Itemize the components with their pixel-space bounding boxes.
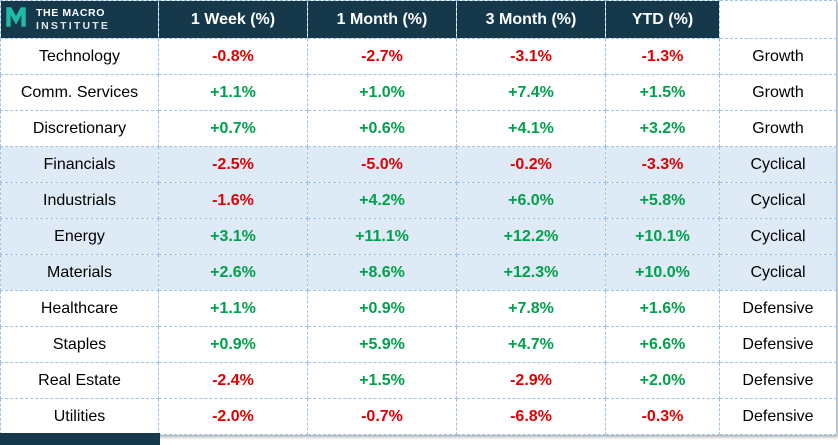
value-cell-1-month: -0.7%	[307, 398, 457, 435]
value-cell-1-month: +1.0%	[307, 74, 457, 111]
value-cell-3-month: -2.9%	[456, 362, 606, 399]
value-cell-1-month: +11.1%	[307, 218, 457, 255]
table-body: Technology -0.8% -2.7% -3.1% -1.3% Growth Comm…	[0, 38, 837, 435]
value-cell-ytd: +1.5%	[605, 74, 720, 111]
table-row: Comm. Services +1.1% +1.0% +7.4% +1.5% Growth	[0, 74, 837, 111]
sector-name: Comm. Services	[0, 74, 159, 111]
value-cell-1-week: -0.8%	[158, 38, 308, 75]
sector-name: Financials	[0, 146, 159, 183]
value-cell-1-week: +1.1%	[158, 74, 308, 111]
value-cell-ytd: +1.6%	[605, 290, 720, 327]
table-row: Discretionary +0.7% +0.6% +4.1% +3.2% Growth	[0, 110, 837, 147]
value-cell-3-month: +4.7%	[456, 326, 606, 363]
category-cell: Defensive	[719, 362, 837, 399]
value-cell-ytd: +6.6%	[605, 326, 720, 363]
header-row: THE MACRO INSTITUTE 1 Week (%) 1 Month (…	[0, 0, 837, 39]
category-cell: Defensive	[719, 326, 837, 363]
brand-name-line2: INSTITUTE	[36, 19, 111, 32]
value-cell-1-month: +5.9%	[307, 326, 457, 363]
brand-name: THE MACRO INSTITUTE	[36, 7, 110, 31]
table-row: Industrials -1.6% +4.2% +6.0% +5.8% Cyclical	[0, 182, 837, 219]
value-cell-1-week: +2.6%	[158, 254, 308, 291]
footer-brand-bar	[0, 433, 160, 445]
value-cell-3-month: +12.2%	[456, 218, 606, 255]
value-cell-1-week: -2.5%	[158, 146, 308, 183]
value-cell-1-month: +0.9%	[307, 290, 457, 327]
table-row: Energy +3.1% +11.1% +12.2% +10.1% Cyclical	[0, 218, 837, 255]
category-cell: Growth	[719, 110, 837, 147]
category-cell: Defensive	[719, 290, 837, 327]
value-cell-ytd: -0.3%	[605, 398, 720, 435]
value-cell-1-month: -5.0%	[307, 146, 457, 183]
value-cell-ytd: +3.2%	[605, 110, 720, 147]
value-cell-1-week: +0.9%	[158, 326, 308, 363]
column-header-ytd: YTD (%)	[605, 0, 720, 39]
value-cell-3-month: -0.2%	[456, 146, 606, 183]
value-cell-1-month: +0.6%	[307, 110, 457, 147]
value-cell-3-month: +6.0%	[456, 182, 606, 219]
category-cell: Defensive	[719, 398, 837, 435]
brand-name-line1: THE MACRO	[36, 7, 105, 20]
value-cell-1-month: +4.2%	[307, 182, 457, 219]
category-cell: Cyclical	[719, 182, 837, 219]
value-cell-ytd: +10.1%	[605, 218, 720, 255]
sector-name: Technology	[0, 38, 159, 75]
category-cell: Cyclical	[719, 218, 837, 255]
value-cell-ytd: -3.3%	[605, 146, 720, 183]
sector-name: Healthcare	[0, 290, 159, 327]
table-row: Healthcare +1.1% +0.9% +7.8% +1.6% Defensive	[0, 290, 837, 327]
sector-name: Staples	[0, 326, 159, 363]
value-cell-3-month: +12.3%	[456, 254, 606, 291]
value-cell-1-week: -1.6%	[158, 182, 308, 219]
table-row: Utilities -2.0% -0.7% -6.8% -0.3% Defensive	[0, 398, 837, 435]
table-row: Financials -2.5% -5.0% -0.2% -3.3% Cyclical	[0, 146, 837, 183]
category-cell: Growth	[719, 38, 837, 75]
value-cell-1-week: +1.1%	[158, 290, 308, 327]
value-cell-ytd: +10.0%	[605, 254, 720, 291]
table-row: Materials +2.6% +8.6% +12.3% +10.0% Cyclical	[0, 254, 837, 291]
macro-institute-m-logo-icon	[3, 4, 29, 35]
sector-name: Energy	[0, 218, 159, 255]
category-cell: Cyclical	[719, 146, 837, 183]
sector-name: Real Estate	[0, 362, 159, 399]
value-cell-1-month: -2.7%	[307, 38, 457, 75]
value-cell-ytd: +2.0%	[605, 362, 720, 399]
table-row: Real Estate -2.4% +1.5% -2.9% +2.0% Defensive	[0, 362, 837, 399]
value-cell-3-month: -3.1%	[456, 38, 606, 75]
value-cell-3-month: +7.8%	[456, 290, 606, 327]
value-cell-1-week: +0.7%	[158, 110, 308, 147]
value-cell-1-week: -2.4%	[158, 362, 308, 399]
column-header-3-month: 3 Month (%)	[456, 0, 606, 39]
value-cell-1-week: +3.1%	[158, 218, 308, 255]
value-cell-1-week: -2.0%	[158, 398, 308, 435]
value-cell-ytd: -1.3%	[605, 38, 720, 75]
column-header-1-month: 1 Month (%)	[307, 0, 457, 39]
value-cell-3-month: +7.4%	[456, 74, 606, 111]
value-cell-1-month: +8.6%	[307, 254, 457, 291]
value-cell-3-month: -6.8%	[456, 398, 606, 435]
sector-name: Utilities	[0, 398, 159, 435]
table-row: Staples +0.9% +5.9% +4.7% +6.6% Defensive	[0, 326, 837, 363]
brand-header-cell: THE MACRO INSTITUTE	[0, 0, 159, 39]
value-cell-3-month: +4.1%	[456, 110, 606, 147]
column-header-category-blank	[719, 0, 837, 39]
value-cell-1-month: +1.5%	[307, 362, 457, 399]
value-cell-ytd: +5.8%	[605, 182, 720, 219]
sector-performance-table: THE MACRO INSTITUTE 1 Week (%) 1 Month (…	[0, 0, 837, 435]
category-cell: Cyclical	[719, 254, 837, 291]
sector-name: Industrials	[0, 182, 159, 219]
category-cell: Growth	[719, 74, 837, 111]
column-header-1-week: 1 Week (%)	[158, 0, 308, 39]
table-row: Technology -0.8% -2.7% -3.1% -1.3% Growth	[0, 38, 837, 75]
sector-name: Discretionary	[0, 110, 159, 147]
sector-name: Materials	[0, 254, 159, 291]
brand-lockup: THE MACRO INSTITUTE	[3, 4, 156, 35]
